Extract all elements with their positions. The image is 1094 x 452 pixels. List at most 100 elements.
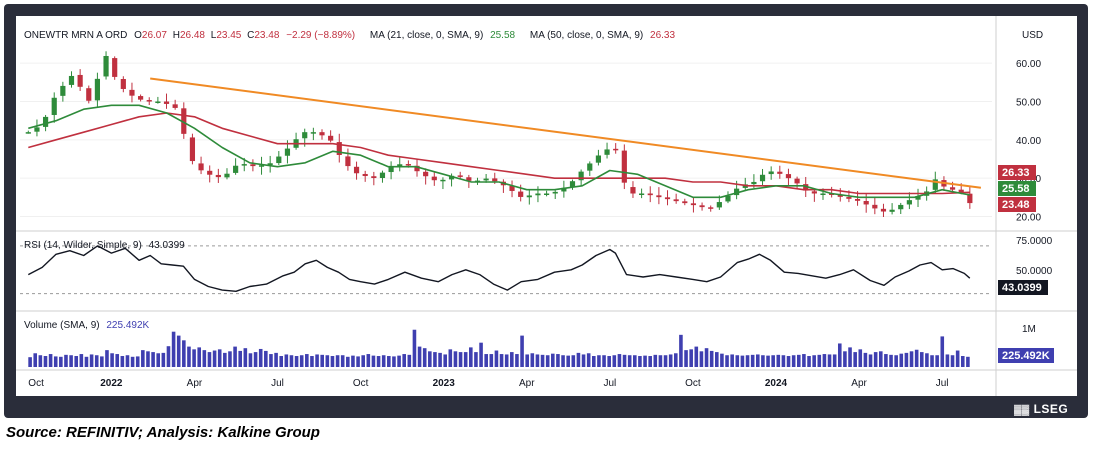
line-layer bbox=[27, 77, 982, 292]
open-label: O bbox=[134, 30, 142, 41]
volume-label: Volume (SMA, 9) bbox=[24, 320, 100, 331]
volume-bar bbox=[914, 349, 919, 367]
candle-body bbox=[353, 166, 360, 174]
volume-bar bbox=[827, 354, 832, 367]
candle-body bbox=[535, 193, 541, 196]
candle-body bbox=[276, 156, 282, 164]
candle-body bbox=[526, 195, 532, 198]
volume-bar bbox=[264, 350, 268, 367]
candle-body bbox=[673, 199, 679, 202]
volume-bar bbox=[935, 355, 939, 367]
volume-bar bbox=[955, 350, 960, 367]
volume-bar bbox=[212, 350, 217, 367]
candle-body bbox=[569, 181, 576, 188]
volume-bar bbox=[602, 355, 606, 367]
volume-bar bbox=[597, 355, 601, 367]
candle-body bbox=[664, 197, 671, 200]
candle-body bbox=[466, 177, 472, 181]
volume-bar bbox=[561, 355, 565, 367]
low-label: L bbox=[211, 30, 217, 41]
volume-bar bbox=[802, 354, 806, 367]
close-value: 23.48 bbox=[254, 30, 279, 41]
candle-body bbox=[958, 189, 964, 193]
volume-bar bbox=[33, 353, 38, 367]
volume-bar bbox=[504, 354, 509, 367]
volume-bar bbox=[894, 355, 898, 367]
volume-bar bbox=[489, 354, 494, 367]
candle-body bbox=[25, 132, 31, 134]
svg-text:RSI (14, Wilder, Simple, 9): RSI (14, Wilder, Simple, 9) 43.0399 bbox=[24, 240, 185, 251]
volume-bar bbox=[899, 353, 904, 367]
volume-bar bbox=[351, 355, 355, 367]
volume-bar bbox=[796, 354, 801, 367]
x-tick-label: Jul bbox=[271, 378, 284, 389]
volume-bar bbox=[735, 355, 740, 367]
volume-bar bbox=[740, 355, 745, 367]
rsi-label: RSI (14, Wilder, Simple, 9) bbox=[24, 240, 142, 251]
candle-body bbox=[509, 185, 515, 191]
volume-bar bbox=[305, 354, 309, 367]
volume-bar bbox=[392, 356, 396, 367]
volume-bar bbox=[228, 351, 232, 367]
volume-bar bbox=[919, 352, 924, 367]
volume-bar bbox=[668, 354, 673, 367]
volume-bar bbox=[412, 329, 417, 367]
candle-body bbox=[172, 104, 178, 108]
volume-bar bbox=[807, 356, 811, 367]
volume-bar bbox=[171, 331, 176, 367]
candle-body bbox=[51, 97, 57, 115]
volume-bar bbox=[525, 354, 529, 367]
volume-bar bbox=[284, 354, 289, 367]
volume-bar bbox=[376, 356, 381, 367]
candle-body bbox=[120, 79, 126, 89]
volume-bar bbox=[750, 354, 755, 367]
source-note: Source: REFINITIV; Analysis: Kalkine Gro… bbox=[6, 424, 320, 441]
volume-bar bbox=[110, 353, 114, 367]
ma21-value: 25.58 bbox=[490, 30, 515, 41]
candle-body bbox=[345, 156, 351, 167]
volume-bar bbox=[402, 354, 406, 367]
candle-body bbox=[578, 171, 584, 181]
volume-bar bbox=[853, 352, 857, 367]
volume-bar bbox=[289, 355, 294, 367]
svg-text:Volume (SMA, 9) 225.492K: Volume (SMA, 9) 225.492K bbox=[24, 320, 150, 331]
rsi-legend-value: 43.0399 bbox=[149, 240, 186, 251]
candles-layer bbox=[25, 51, 973, 217]
rsi-tick-label: 50.0000 bbox=[1016, 266, 1053, 277]
volume-bar bbox=[930, 355, 934, 367]
volume-bar bbox=[443, 354, 447, 367]
volume-bar bbox=[822, 354, 827, 367]
candle-body bbox=[94, 78, 101, 101]
currency-label: USD bbox=[1022, 30, 1043, 41]
x-tick-label: Apr bbox=[851, 378, 867, 389]
volume-bar bbox=[858, 349, 863, 367]
ma50-line bbox=[28, 112, 970, 195]
volume-bar bbox=[520, 335, 524, 367]
volume-bar bbox=[182, 340, 186, 367]
volume-bar bbox=[694, 346, 699, 367]
volume-bar bbox=[638, 356, 642, 367]
volume-bar bbox=[417, 346, 422, 367]
volume-bar bbox=[658, 355, 663, 367]
volume-bar bbox=[192, 349, 196, 367]
volume-bar bbox=[725, 355, 729, 367]
volume-bar bbox=[761, 355, 765, 367]
candle-body bbox=[915, 196, 921, 200]
volume-bar bbox=[433, 352, 437, 367]
volume-value-tag-text: 225.492K bbox=[1002, 350, 1050, 362]
volume-bar bbox=[453, 351, 458, 367]
volume-bar bbox=[720, 353, 724, 367]
volume-bar bbox=[84, 356, 89, 367]
volume-bar bbox=[310, 356, 314, 367]
volume-bar bbox=[889, 354, 893, 367]
candle-body bbox=[690, 203, 697, 206]
volume-bar bbox=[161, 352, 166, 367]
volume-bar bbox=[581, 354, 586, 367]
candle-body bbox=[630, 187, 636, 194]
volume-bar bbox=[868, 354, 873, 367]
volume-bar bbox=[551, 353, 555, 367]
volume-bar bbox=[197, 347, 202, 367]
candle-body bbox=[302, 132, 308, 139]
volume-bar bbox=[586, 353, 591, 367]
candle-body bbox=[906, 200, 912, 205]
